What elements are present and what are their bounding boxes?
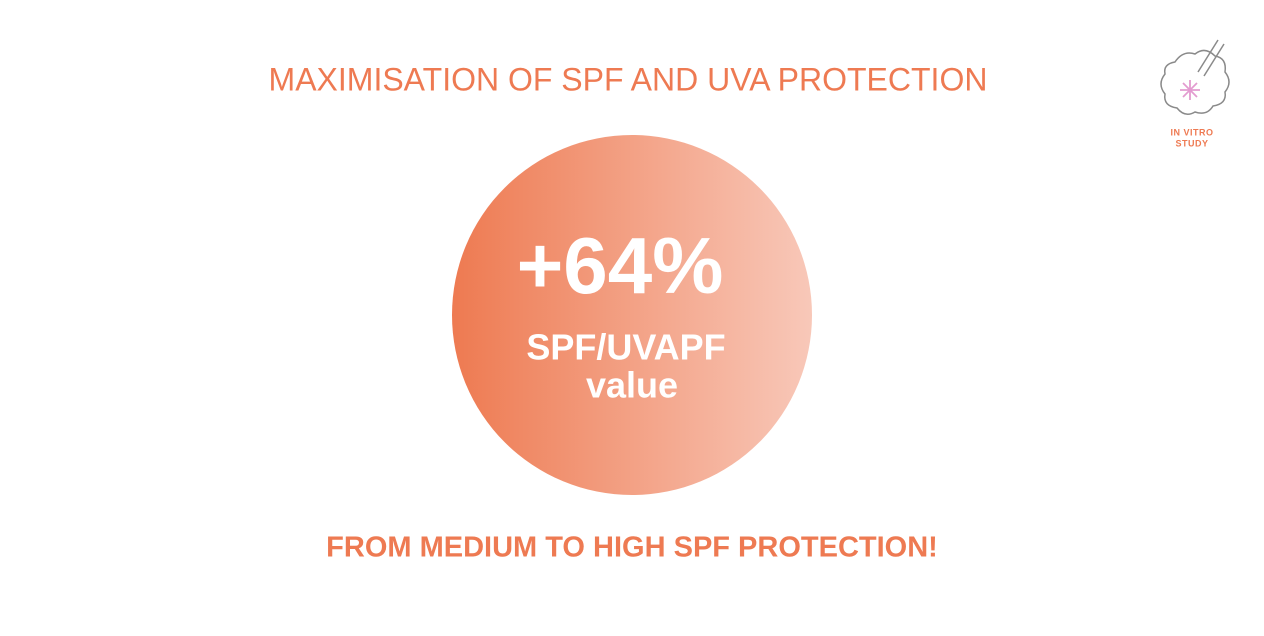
title: MAXIMISATION OF SPF AND UVA PROTECTION — [269, 61, 988, 97]
badge-line: STUDY — [1175, 138, 1208, 148]
highlight-figure: +64% — [517, 221, 724, 310]
study-icon: IN VITRO STUDY — [1160, 39, 1230, 148]
highlight-circle — [452, 135, 812, 495]
highlight-line: SPF/UVAPF — [526, 327, 725, 368]
footer-text: FROM MEDIUM TO HIGH SPF PROTECTION! — [326, 532, 938, 564]
badge-line: IN VITRO — [1170, 127, 1213, 137]
highlight-line: value — [586, 365, 678, 406]
